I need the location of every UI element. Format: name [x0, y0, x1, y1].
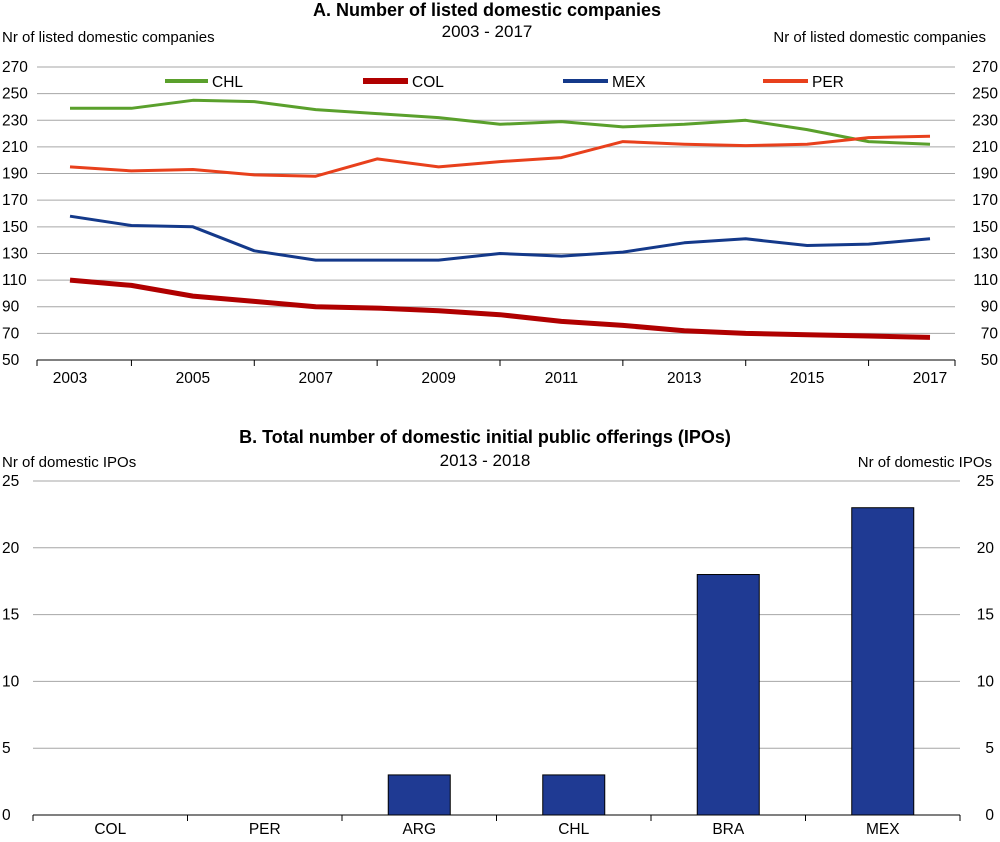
panel-a-x-tick-label: 2013 — [667, 370, 701, 387]
panel-b-right-tick-label: 0 — [985, 807, 994, 824]
legend-label-per: PER — [812, 74, 844, 91]
panel-a-right-tick-label: 110 — [973, 272, 998, 289]
panel-a-left-tick-label: 50 — [2, 352, 20, 369]
panel-b-left-tick-label: 10 — [2, 673, 20, 690]
panel-b-x-tick-label: MEX — [866, 821, 900, 837]
panel-b-x-tick-label: CHL — [558, 821, 589, 837]
bar-mex — [851, 507, 915, 816]
panel-b-right-tick-label: 5 — [985, 740, 994, 757]
panel-b-left-axis-unit: Nr of domestic IPOs — [2, 454, 136, 471]
panel-a-x-tick-label: 2007 — [298, 370, 332, 387]
series-line-per — [69, 134, 931, 178]
panel-a-left-tick-label: 150 — [2, 219, 28, 236]
panel-b-right-tick-label: 25 — [977, 473, 994, 490]
panel-b-right-tick-label: 20 — [977, 540, 995, 557]
panel-a-left-tick-label: 90 — [2, 299, 20, 316]
panel-a-gridlines — [37, 66, 955, 334]
panel-a-x-ticks: 2003 2005 2007 2009 2011 2013 2015 2017 — [53, 370, 947, 387]
legend-label-col: COL — [412, 74, 444, 91]
panel-a-left-tick-label: 270 — [2, 59, 28, 76]
panel-b-bars — [387, 507, 915, 816]
panel-a-left-tick-label: 210 — [2, 139, 28, 156]
panel-a-right-tick-label: 150 — [972, 219, 998, 236]
panel-b-right-tick-label: 10 — [977, 673, 995, 690]
panel-a-right-ticks: 50 70 90 110 130 150 170 190 210 230 250 270 — [972, 59, 998, 369]
legend-label-mex: MEX — [612, 74, 646, 91]
series-line-mex — [69, 214, 931, 262]
panel-b-left-tick-label: 25 — [2, 473, 19, 490]
panel-a-left-tick-label: 130 — [2, 245, 28, 262]
panel-a-right-tick-label: 70 — [981, 325, 999, 342]
panel-b-x-tick-label: COL — [94, 821, 126, 837]
panel-a-right-tick-label: 270 — [972, 59, 998, 76]
bar-arg — [387, 774, 451, 816]
panel-a-x-tick-label: 2003 — [53, 370, 87, 387]
panel-b-title: B. Total number of domestic initial publ… — [239, 427, 731, 447]
panel-b-subtitle: 2013 - 2018 — [440, 451, 531, 470]
panel-b-right-ticks: 0 5 10 15 20 25 — [977, 473, 995, 824]
panel-a-right-tick-label: 130 — [972, 245, 998, 262]
panel-b-left-tick-label: 5 — [2, 740, 11, 757]
panel-a-x-axis — [36, 359, 956, 366]
panel-b-left-tick-label: 15 — [2, 607, 19, 624]
panel-a-x-tick-label: 2015 — [790, 370, 824, 387]
bar-bra — [696, 574, 760, 816]
panel-b-gridlines — [33, 480, 960, 749]
panel-a-title: A. Number of listed domestic companies — [313, 0, 661, 20]
panel-a-subtitle: 2003 - 2017 — [442, 22, 533, 41]
panel-a-right-tick-label: 50 — [981, 352, 999, 369]
panel-b-x-tick-label: ARG — [402, 821, 436, 837]
panel-b-right-axis-unit: Nr of domestic IPOs — [858, 454, 992, 471]
panel-b-left-tick-label: 0 — [2, 807, 11, 824]
panel-a-left-tick-label: 70 — [2, 325, 20, 342]
panel-a-left-tick-label: 250 — [2, 86, 28, 103]
panel-b-x-tick-label: PER — [249, 821, 281, 837]
panel-a-x-tick-label: 2009 — [421, 370, 455, 387]
legend-label-chl: CHL — [212, 74, 243, 91]
panel-a-left-tick-label: 110 — [2, 272, 27, 289]
panel-a-left-tick-label: 190 — [2, 166, 28, 183]
bar-chl — [542, 774, 606, 816]
panel-b-x-ticks: COL PER ARG CHL BRA MEX — [94, 821, 900, 838]
panel-a-x-tick-label: 2017 — [913, 370, 947, 387]
panel-b-left-ticks: 0 5 10 15 20 25 — [2, 473, 20, 824]
panel-a-series-lines — [69, 98, 931, 340]
panel-a-legend: CHL COL MEX PER — [165, 74, 844, 91]
panel-a-right-tick-label: 250 — [972, 86, 998, 103]
panel-a-left-tick-label: 230 — [2, 112, 28, 129]
panel-b-x-axis — [32, 814, 961, 821]
panel-a-right-tick-label: 230 — [972, 112, 998, 129]
panel-a-right-axis-unit: Nr of listed domestic companies — [773, 29, 986, 46]
panel-a-left-ticks: 50 70 90 110 130 150 170 190 210 230 250 270 — [2, 59, 28, 369]
panel-a-x-tick-label: 2011 — [545, 370, 578, 387]
panel-a-right-tick-label: 210 — [972, 139, 998, 156]
panel-b-left-tick-label: 20 — [2, 540, 20, 557]
panel-a-left-tick-label: 170 — [2, 192, 28, 209]
panel-b-x-tick-label: BRA — [712, 821, 745, 837]
panel-a-right-tick-label: 90 — [981, 299, 999, 316]
panel-b-right-tick-label: 15 — [977, 607, 994, 624]
series-line-col — [69, 277, 931, 340]
panel-a-x-tick-label: 2005 — [176, 370, 210, 387]
panel-a-right-tick-label: 190 — [972, 166, 998, 183]
panel-a-left-axis-unit: Nr of listed domestic companies — [2, 29, 215, 46]
series-line-chl — [70, 98, 931, 146]
panel-a-right-tick-label: 170 — [972, 192, 998, 209]
